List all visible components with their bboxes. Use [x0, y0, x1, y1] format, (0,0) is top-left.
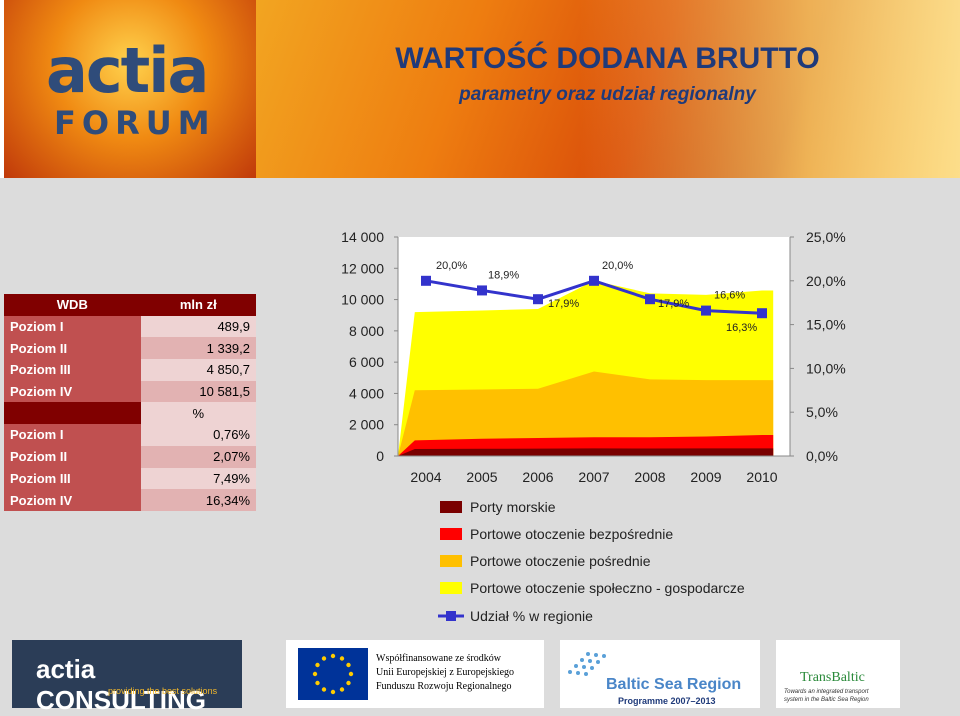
y-left-tick-label: 12 000	[341, 260, 384, 276]
row-label: Poziom IV	[4, 380, 141, 403]
page-subtitle: parametry oraz udział regionalny	[459, 84, 756, 105]
legend-swatch	[440, 501, 462, 513]
baltic-sea-region-logo: Baltic Sea Region Programme 2007–2013	[560, 640, 760, 708]
line-data-label: 17,9%	[658, 298, 689, 310]
page-title: WARTOŚĆ DODANA BRUTTO	[395, 42, 820, 75]
row-value: 4 850,7	[140, 359, 256, 381]
legend-label: Porty morskie	[470, 499, 556, 515]
line-point	[533, 294, 543, 305]
x-tick-label: 2005	[466, 469, 497, 485]
line-point	[701, 305, 711, 316]
x-tick-label: 2009	[690, 469, 721, 485]
area-series-3	[398, 371, 774, 456]
table-row: Poziom II 2,07%	[4, 445, 256, 468]
header: actia FORUM WARTOŚĆ DODANA BRUTTO parame…	[0, 0, 960, 178]
y-left-tick-label: 0	[376, 448, 384, 464]
y-right-tick-label: 5,0%	[806, 404, 838, 420]
row-label: Poziom III	[4, 467, 141, 490]
y-right-tick-label: 25,0%	[806, 229, 846, 245]
legend-swatch	[440, 582, 462, 594]
eu-flag-icon	[298, 648, 368, 700]
row-value: 0,76%	[140, 424, 256, 446]
line-data-label: 20,0%	[602, 260, 633, 272]
row-value: 2,07%	[140, 445, 256, 468]
line-data-label: 16,6%	[714, 290, 745, 302]
line-data-label: 20,0%	[436, 260, 467, 272]
actia-consulting-logo: actia CONSULTING providing the best solu…	[12, 640, 242, 715]
bsr-waves-icon	[568, 652, 606, 676]
x-tick-label: 2006	[522, 469, 553, 485]
legend-label: Portowe otoczenie bezpośrednie	[470, 526, 673, 542]
x-tick-label: 2008	[634, 469, 665, 485]
y-left-tick-label: 8 000	[349, 323, 384, 339]
header-unit: mln zł	[140, 294, 256, 316]
legend-line-marker	[446, 611, 456, 621]
row-label: Poziom IV	[4, 489, 141, 511]
table-header-row: WDB mln zł	[4, 294, 256, 316]
row-value: 7,49%	[140, 467, 256, 490]
legend-swatch	[440, 555, 462, 567]
wdb-chart: 0 2 000 4 000 6 000 8 000 10 000 12 000 14 000 0…	[341, 229, 846, 624]
y-left-tick-label: 4 000	[349, 385, 384, 401]
area-series-1	[398, 448, 774, 456]
row-label: Poziom III	[4, 359, 141, 381]
row-label: Poziom II	[4, 445, 141, 468]
table-row: Poziom III 4 850,7	[4, 359, 256, 381]
legend-label: Portowe otoczenie pośrednie	[470, 553, 651, 569]
table-row: Poziom III 7,49%	[4, 467, 256, 490]
percent-unit: %	[140, 402, 256, 425]
line-point	[645, 294, 655, 305]
table-row: Poziom IV 10 581,5	[4, 380, 256, 403]
footer-logos: actia CONSULTING providing the best solu…	[0, 640, 960, 716]
row-label: Poziom I	[4, 424, 141, 446]
x-tick-label: 2010	[746, 469, 777, 485]
row-value: 10 581,5	[140, 380, 256, 403]
transbaltic-logo: TransBaltic Towards an integrated transp…	[776, 640, 900, 708]
x-tick-label: 2007	[578, 469, 609, 485]
eu-cofinancing-logo: Współfinansowane ze środków Unii Europej…	[286, 640, 544, 708]
header-label: WDB	[4, 294, 141, 316]
logo-actia-text: actia	[46, 34, 209, 107]
legend-swatch	[440, 528, 462, 540]
y-right-tick-label: 15,0%	[806, 317, 846, 333]
table-row: Poziom II 1 339,2	[4, 337, 256, 360]
y-right-tick-label: 10,0%	[806, 360, 846, 376]
row-value: 489,9	[140, 315, 256, 338]
row-value: 16,34%	[140, 489, 256, 511]
actia-forum-logo: actia FORUM	[4, 0, 256, 178]
table-row: Poziom I 489,9	[4, 315, 256, 338]
row-label: Poziom II	[4, 337, 141, 360]
legend-label: Udział % w regionie	[470, 608, 593, 624]
y-right-tick-label: 20,0%	[806, 273, 846, 289]
table-row: Poziom I 0,76%	[4, 424, 256, 446]
row-value: 1 339,2	[140, 337, 256, 360]
logo-forum-text: FORUM	[54, 104, 216, 142]
header-banner	[256, 0, 960, 178]
y-left-tick-label: 2 000	[349, 417, 384, 433]
y-left-tick-label: 14 000	[341, 229, 384, 245]
x-tick-label: 2004	[410, 469, 441, 485]
line-data-label: 16,3%	[726, 322, 757, 334]
row-label: Poziom I	[4, 315, 141, 338]
line-data-label: 18,9%	[488, 269, 519, 281]
table-percent-header-row: %	[4, 402, 256, 425]
y-left-tick-label: 6 000	[349, 354, 384, 370]
y-right-tick-label: 0,0%	[806, 448, 838, 464]
table-row: Poziom IV 16,34%	[4, 489, 256, 511]
y-left-tick-label: 10 000	[341, 292, 384, 308]
line-point	[421, 275, 431, 286]
line-point	[477, 285, 487, 296]
legend-label: Portowe otoczenie społeczno - gospodarcz…	[470, 580, 745, 596]
line-point	[757, 308, 767, 319]
wdb-table: WDB mln zł Poziom I 489,9 Poziom II 1 33…	[4, 294, 256, 511]
line-point	[589, 275, 599, 286]
line-data-label: 17,9%	[548, 298, 579, 310]
